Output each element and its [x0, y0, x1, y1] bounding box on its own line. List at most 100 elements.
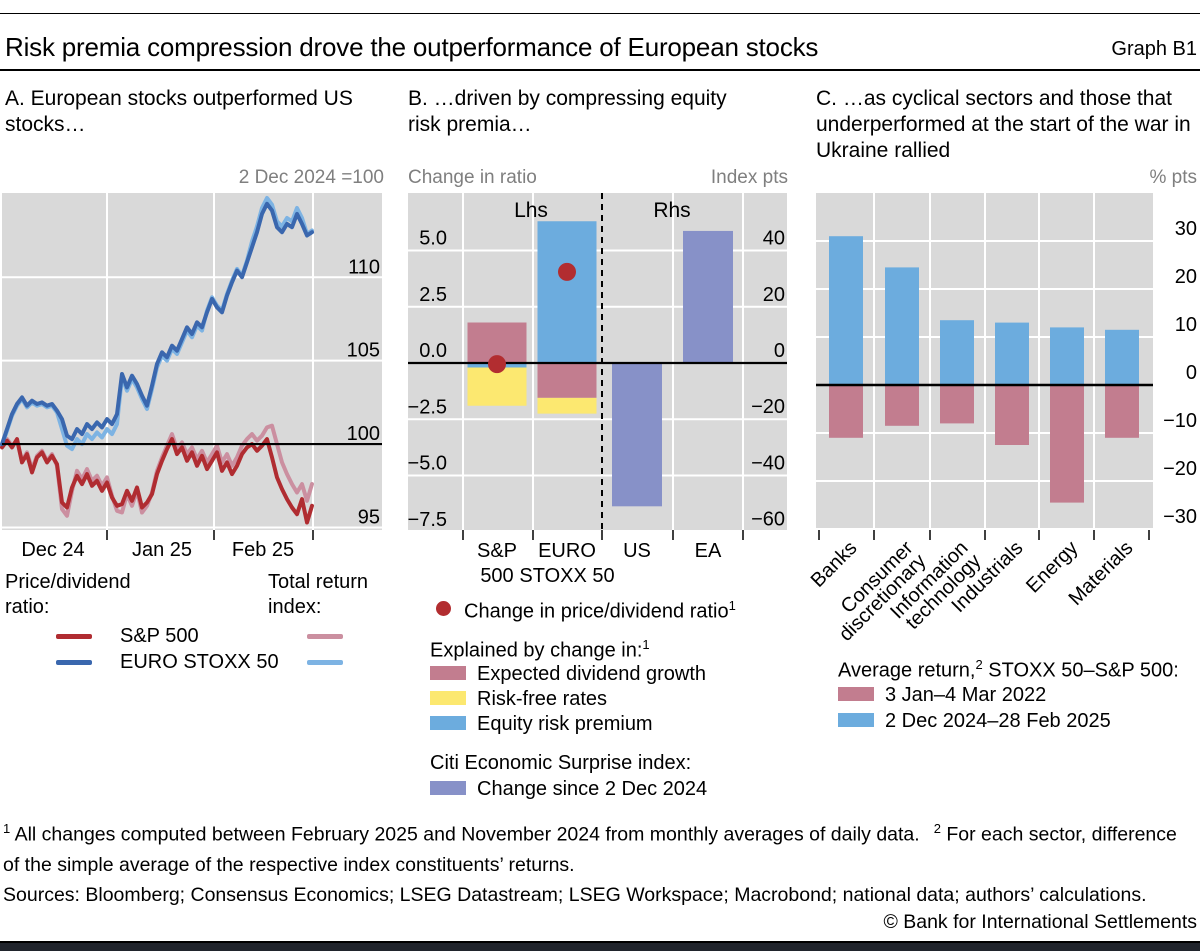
- legend-c-head-sup: 2: [975, 657, 983, 672]
- legend-a-row2-label: EURO STOXX 50: [120, 651, 279, 673]
- y-tick-label-right: −60: [751, 509, 785, 531]
- panel-c-title: C. …as cyclical sectors and those that u…: [816, 87, 1191, 162]
- y-tick-label-right: −40: [751, 452, 785, 474]
- bar-blue_bar: [829, 236, 863, 385]
- copyright-line: © Bank for International Settlements: [883, 911, 1197, 933]
- legend-b-dot-text: Change in price/dividend ratio: [464, 600, 729, 623]
- legend-b-dot-label: Change in price/dividend ratio1: [464, 598, 736, 624]
- x-category-label: US: [623, 540, 651, 562]
- panel-a-title: A. European stocks outperformed US stock…: [5, 87, 353, 136]
- bar-blue_bar: [885, 267, 919, 385]
- x-category-label: EURO: [538, 540, 596, 562]
- y-tick-label-left: 5.0: [419, 228, 447, 250]
- x-tick-label: Jan 25: [132, 539, 192, 561]
- x-category-label: S&P: [477, 540, 517, 562]
- legend-swatch-2025: [838, 713, 874, 727]
- panel-b-axis-note-left: Change in ratio: [408, 167, 537, 188]
- legend-b-explained-sup: 1: [642, 637, 650, 652]
- y-tick-label: 95: [358, 506, 380, 528]
- legend-b-erp-label: Equity risk premium: [477, 713, 653, 735]
- legend-c-head-post: STOXX 50–S&P 500:: [982, 659, 1179, 682]
- y-tick-label-left: −5.0: [408, 453, 447, 475]
- legend-swatch-euro-tr: [307, 660, 343, 665]
- bottom-bar: [0, 941, 1200, 951]
- line-red_dark: [0, 437, 314, 525]
- graph-number-label: Graph B1: [1111, 38, 1197, 60]
- legend-dot-icon: [436, 601, 451, 616]
- footnote-2-sup: 2: [933, 821, 941, 836]
- legend-c-head: Average return,2 STOXX 50–S&P 500:: [838, 657, 1179, 683]
- line-blue_dark: [0, 201, 314, 447]
- legend-swatch-citi: [430, 781, 466, 795]
- y-tick-label: 100: [347, 423, 380, 445]
- legend-swatch-risk-free: [430, 691, 466, 705]
- legend-swatch-equity-risk-premium: [430, 716, 466, 730]
- legend-c-head-pre: Average return,: [838, 659, 976, 682]
- bar-citi-US: [612, 363, 662, 507]
- top-rule: [0, 13, 1200, 14]
- y-tick-label-right: 20: [763, 284, 785, 306]
- x-category-label: Banks: [807, 537, 862, 592]
- pd-ratio-dot: [488, 355, 506, 374]
- x-tick-label: Dec 24: [21, 539, 84, 561]
- legend-swatch-dividend-growth: [430, 666, 466, 680]
- x-tick-label: Feb 25: [232, 539, 294, 561]
- y-tick-label-right: −20: [751, 396, 785, 418]
- y-tick-label-right: 40: [763, 228, 785, 250]
- bar-mauve: [829, 385, 863, 438]
- x-category-label: 500: [480, 565, 513, 587]
- bar-mauve: [1050, 385, 1084, 503]
- page-title: Risk premia compression drove the outper…: [5, 32, 819, 62]
- panel-c-axis-note: % pts: [1149, 167, 1197, 188]
- y-tick-label: 110: [348, 256, 380, 278]
- legend-swatch-sp500-pd: [56, 634, 92, 639]
- legend-c-2025-label: 2 Dec 2024–28 Feb 2025: [885, 710, 1111, 732]
- lhs-label: Lhs: [514, 199, 548, 222]
- bar-mauve: [995, 385, 1029, 445]
- legend-a-row1-label: S&P 500: [120, 625, 199, 647]
- x-category-label: EA: [695, 540, 722, 562]
- bar-mauve: [885, 385, 919, 426]
- legend-a-col2-head: Total return index:: [268, 571, 369, 618]
- y-tick-label: −10: [1163, 410, 1197, 432]
- bar-seg-risk_free_rates: [537, 397, 597, 414]
- legend-swatch-2022: [838, 687, 874, 701]
- legend-b-riskfree-label: Risk-free rates: [477, 688, 608, 710]
- footnote-2-text: For each sector, difference of the simpl…: [3, 823, 1177, 876]
- legend-a-col1-head: Price/dividend ratio:: [5, 571, 131, 618]
- y-tick-label: 10: [1175, 314, 1197, 336]
- y-tick-label-right: 0: [774, 340, 785, 362]
- x-category-label: STOXX 50: [519, 565, 614, 587]
- y-tick-label: −30: [1163, 506, 1197, 528]
- panel-b-axis-note-right: Index pts: [710, 167, 788, 188]
- y-tick-label: 30: [1175, 218, 1197, 240]
- bar-citi-EA: [683, 230, 733, 363]
- legend-swatch-euro-pd: [56, 660, 92, 665]
- y-tick-label-left: 0.0: [419, 340, 447, 362]
- y-tick-label-left: −7.5: [408, 509, 447, 531]
- legend-b-explained-text: Explained by change in:: [430, 639, 643, 662]
- y-tick-label: 20: [1175, 266, 1197, 288]
- y-tick-label-left: −2.5: [408, 396, 447, 418]
- title-rule: [0, 69, 1200, 71]
- y-tick-label: 0: [1186, 362, 1197, 384]
- bar-seg-equity_risk_premium: [537, 221, 597, 363]
- panel-b-title: B. …driven by compressing equity risk pr…: [408, 87, 727, 136]
- legend-b-citi-item: Change since 2 Dec 2024: [477, 778, 708, 800]
- legend-b-citi-head: Citi Economic Surprise index:: [430, 752, 692, 774]
- y-tick-label-left: 2.5: [419, 284, 447, 306]
- legend-b-explained-head: Explained by change in:1: [430, 637, 650, 663]
- bar-blue_bar: [1105, 329, 1139, 385]
- legend-b-dot-sup: 1: [728, 598, 736, 613]
- bar-blue_bar: [995, 322, 1029, 385]
- bar-blue_bar: [940, 320, 974, 385]
- panel-a-axis-note: 2 Dec 2024 =100: [238, 167, 384, 188]
- pd-ratio-dot: [558, 262, 576, 281]
- sources-line: Sources: Bloomberg; Consensus Economics;…: [3, 884, 1147, 906]
- bar-mauve: [940, 385, 974, 424]
- rhs-label: Rhs: [653, 199, 690, 222]
- y-tick-label: 105: [347, 340, 380, 362]
- legend-b-growth-label: Expected dividend growth: [477, 663, 707, 685]
- legend-swatch-sp500-tr: [307, 634, 343, 639]
